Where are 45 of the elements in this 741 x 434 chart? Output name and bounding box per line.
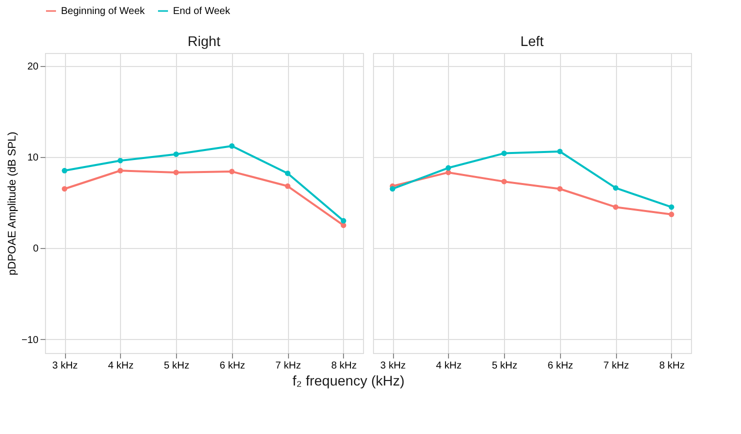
legend-label: End of Week [173,6,232,17]
point [173,170,179,176]
point [284,170,290,176]
point [668,204,674,210]
x-tick-label: 8 kHz [331,360,357,372]
y-tick-label: 10 [27,152,39,164]
point [612,204,618,210]
y-axis-title: pDPOAE Amplitude (dB SPL) [6,132,19,276]
point [118,158,124,164]
point [173,151,179,157]
x-tick-label: 8 kHz [659,360,685,372]
x-tick-label: 7 kHz [603,360,629,372]
point [229,143,235,149]
legend-label: Beginning of Week [61,6,146,17]
point [340,222,346,228]
point [557,186,563,192]
point [668,212,674,218]
y-tick-label: 20 [27,61,39,72]
chart-title: Right [188,33,220,49]
y-tick-label: 0 [32,244,39,255]
x-tick-label: 6 kHz [548,360,574,372]
chart-title: Left [520,33,544,49]
point [62,186,68,192]
x-tick-label: 6 kHz [220,360,246,372]
x-tick-label: 3 kHz [380,360,406,372]
point [284,183,290,189]
point [62,168,68,174]
point [229,168,235,174]
point [118,168,124,174]
point [501,178,507,184]
x-tick-label: 5 kHz [492,360,518,372]
x-tick-label: 4 kHz [436,360,462,372]
x-tick-label: 5 kHz [164,360,190,372]
point [446,165,452,171]
x-tick-label: 7 kHz [275,360,301,372]
x-axis-title: f₂ frequency (kHz) [292,372,405,388]
x-tick-label: 4 kHz [108,360,134,372]
point [557,148,563,154]
point [612,185,618,191]
point [446,170,452,176]
point [340,218,346,224]
point [390,186,396,192]
x-tick-label: 3 kHz [52,360,78,372]
point [501,150,507,156]
y-tick-label: −10 [22,334,39,346]
